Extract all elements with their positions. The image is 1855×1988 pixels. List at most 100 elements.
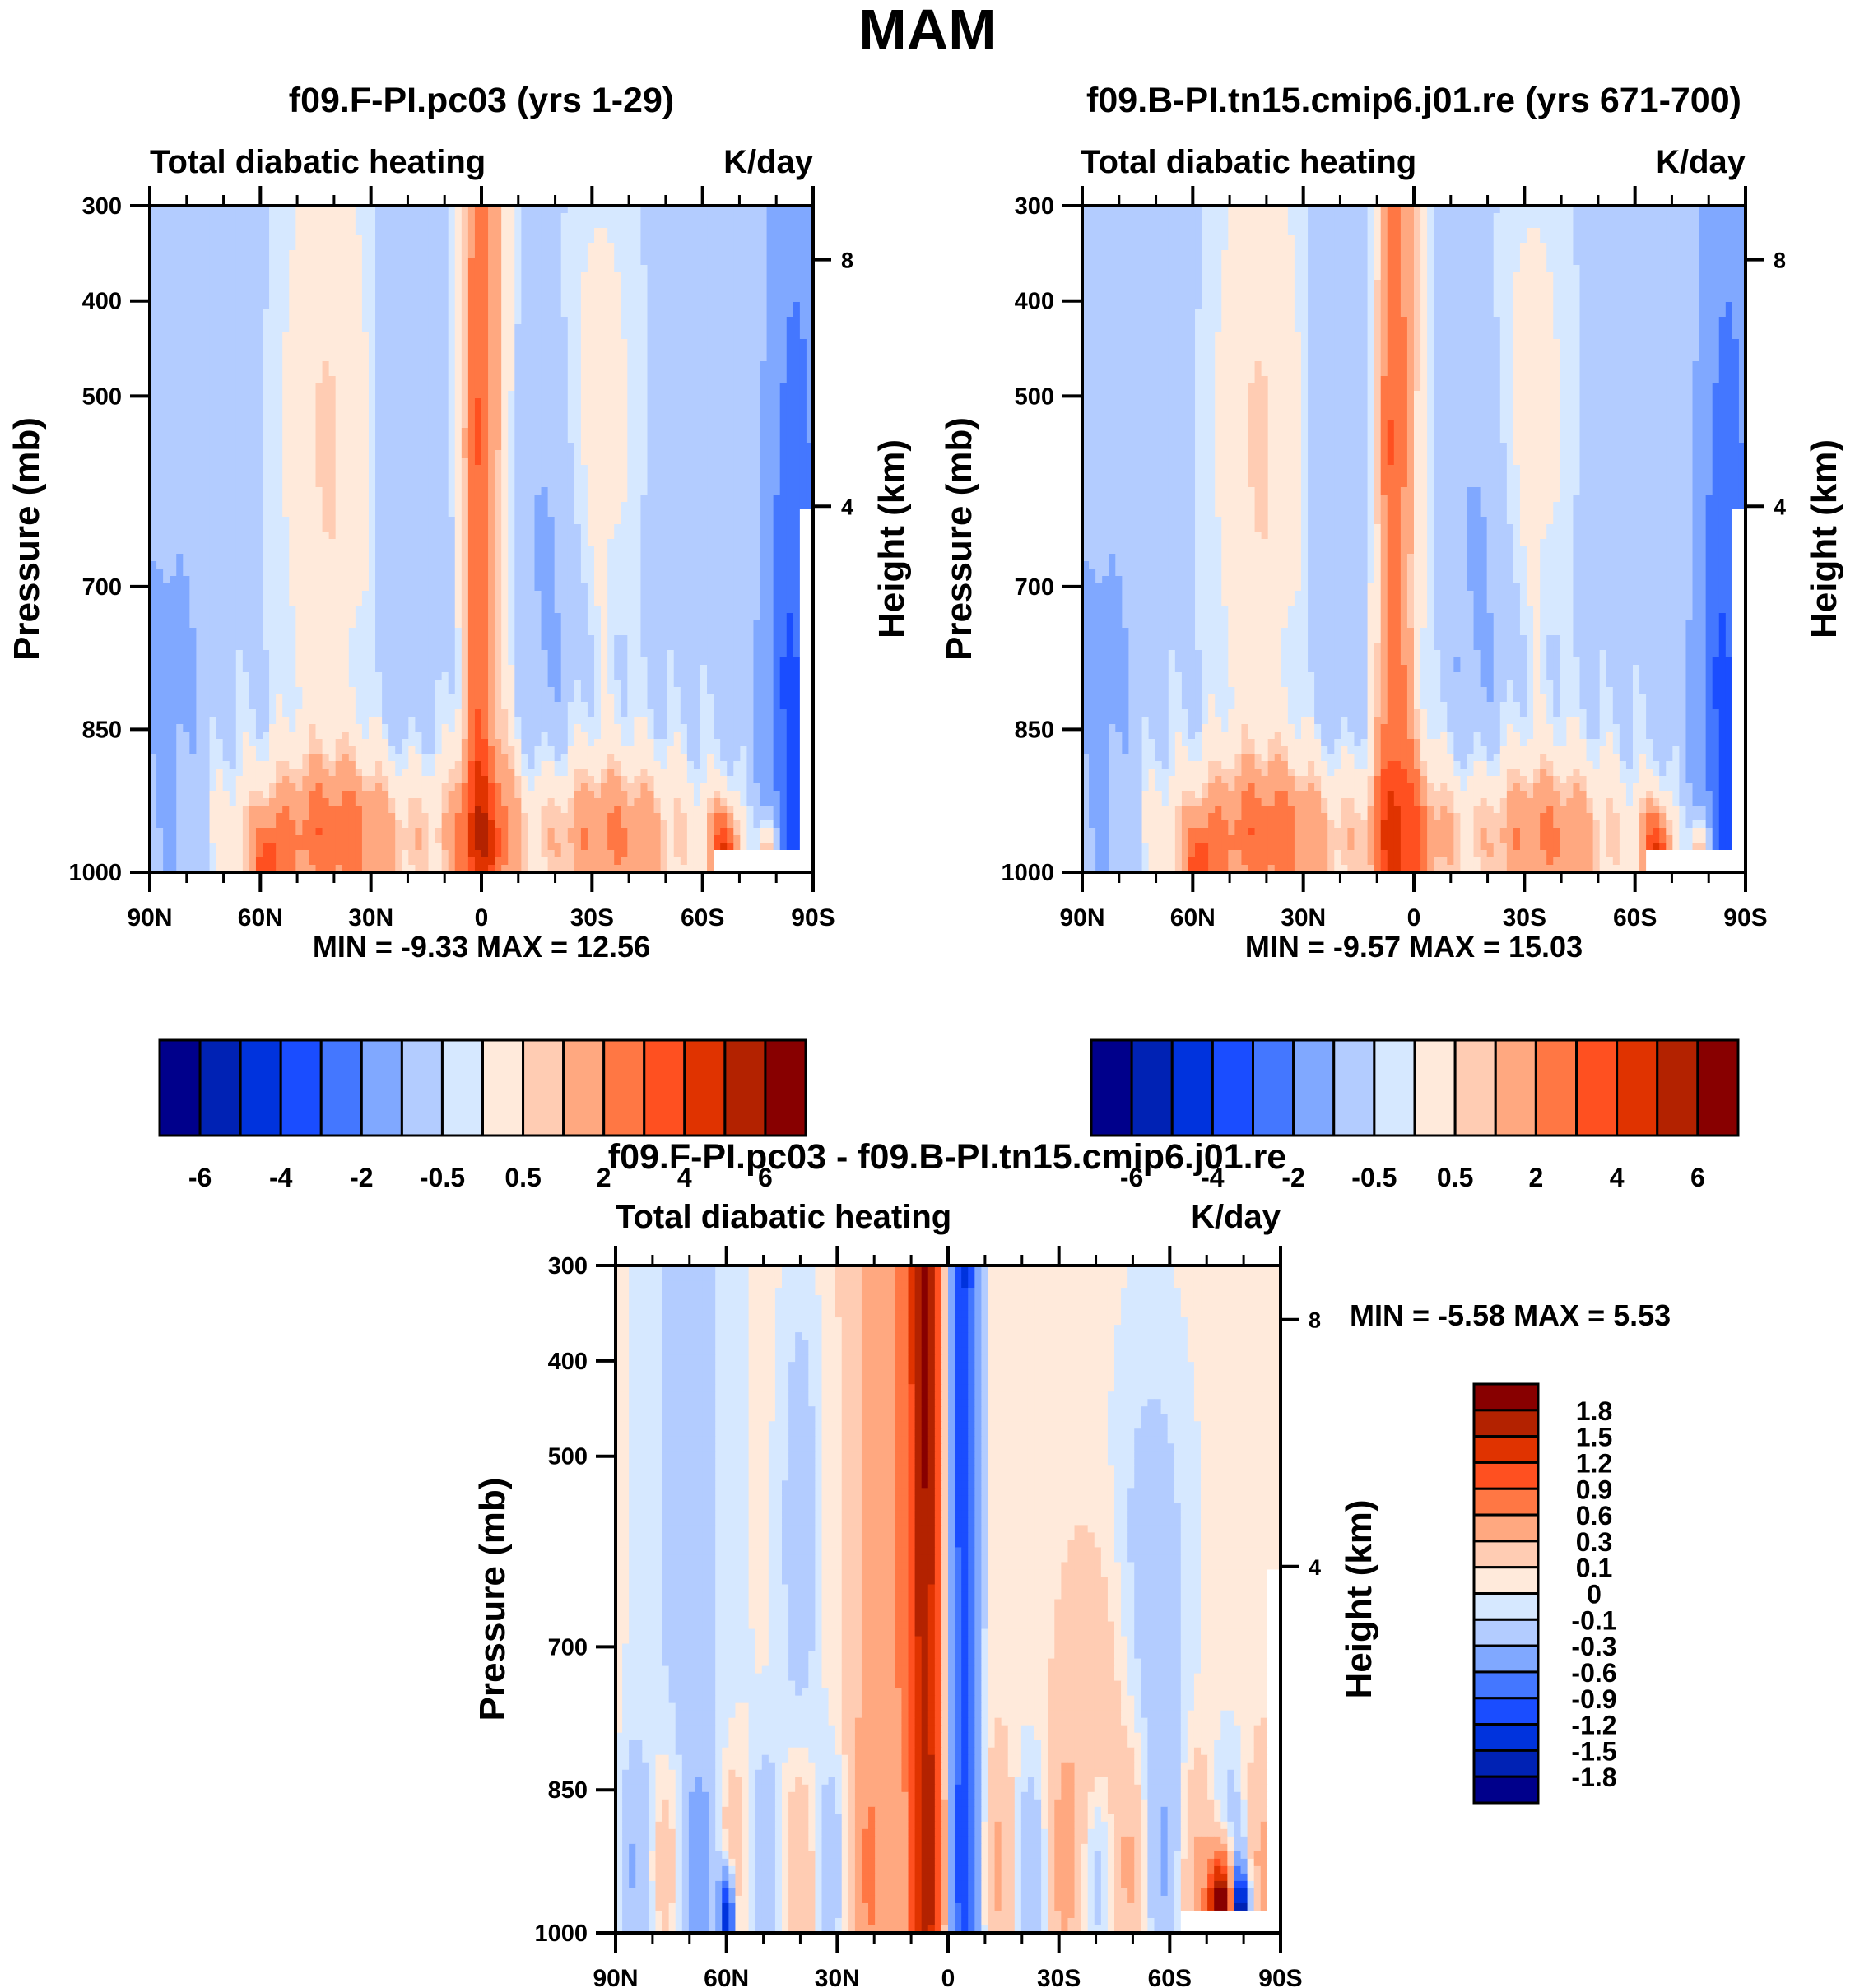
contour-cell	[269, 532, 277, 540]
contour-cell	[680, 272, 688, 281]
contour-cell	[727, 546, 734, 555]
contour-cell	[309, 413, 317, 421]
contour-cell	[740, 554, 747, 562]
contour-cell	[621, 346, 628, 355]
contour-cell	[574, 302, 582, 310]
contour-cell	[534, 539, 542, 547]
contour-cell	[368, 391, 376, 399]
contour-cell	[189, 332, 198, 340]
contour-cell	[302, 391, 310, 399]
contour-cell	[156, 206, 164, 214]
contour-cell	[415, 472, 423, 481]
contour-cell	[621, 317, 628, 325]
contour-cell	[693, 206, 701, 214]
contour-cell	[521, 295, 529, 303]
contour-cell	[528, 272, 536, 281]
contour-cell	[467, 369, 476, 377]
contour-cell	[474, 332, 482, 340]
contour-cell	[779, 250, 788, 258]
contour-cell	[235, 228, 244, 236]
contour-cell	[474, 213, 482, 221]
contour-cell	[547, 221, 556, 229]
contour-cell	[263, 391, 270, 399]
contour-cell	[342, 480, 350, 488]
contour-cell	[521, 569, 529, 577]
contour-cell	[361, 243, 370, 251]
contour-cell	[667, 228, 675, 236]
contour-cell	[806, 406, 814, 414]
contour-cell	[467, 443, 476, 451]
contour-cell	[209, 406, 217, 414]
contour-cell	[753, 369, 761, 377]
contour-cell	[700, 228, 708, 236]
contour-cell	[421, 435, 430, 444]
contour-cell	[614, 569, 621, 577]
contour-cell	[461, 458, 469, 466]
contour-cell	[348, 502, 356, 510]
contour-cell	[720, 435, 728, 444]
contour-cell	[309, 532, 317, 540]
contour-cell	[733, 265, 741, 273]
contour-cell	[766, 465, 774, 473]
contour-cell	[700, 487, 708, 495]
contour-cell	[514, 213, 522, 221]
contour-cell	[170, 487, 177, 495]
contour-cell	[594, 272, 602, 281]
contour-cell	[733, 480, 741, 488]
contour-cell	[415, 517, 423, 525]
contour-cell	[481, 280, 489, 288]
contour-cell	[348, 391, 356, 399]
contour-cell	[441, 391, 449, 399]
contour-cell	[295, 280, 303, 288]
contour-cell	[766, 228, 774, 236]
contour-cell	[653, 206, 662, 214]
contour-cell	[753, 243, 761, 251]
contour-cell	[686, 554, 695, 562]
contour-cell	[474, 250, 482, 258]
contour-cell	[753, 250, 761, 258]
contour-cell	[534, 443, 542, 451]
contour-cell	[448, 413, 456, 421]
contour-cell	[388, 213, 396, 221]
contour-cell	[222, 250, 230, 258]
contour-cell	[793, 369, 801, 377]
contour-cell	[454, 554, 463, 562]
contour-cell	[627, 413, 635, 421]
contour-cell	[156, 472, 164, 481]
contour-cell	[388, 465, 396, 473]
contour-cell	[528, 221, 536, 229]
contour-cell	[170, 391, 177, 399]
contour-cell	[289, 272, 296, 281]
contour-cell	[634, 258, 642, 266]
contour-cell	[508, 228, 515, 236]
contour-cell	[806, 324, 814, 332]
contour-cell	[534, 265, 542, 273]
contour-cell	[786, 532, 794, 540]
contour-cell	[653, 221, 662, 229]
contour-cell	[667, 309, 675, 318]
contour-cell	[746, 287, 755, 295]
contour-cell	[714, 287, 721, 295]
contour-cell	[806, 465, 814, 473]
contour-cell	[229, 450, 237, 458]
contour-cell	[653, 243, 662, 251]
contour-cell	[428, 235, 436, 244]
contour-cell	[156, 569, 164, 577]
contour-cell	[361, 228, 370, 236]
contour-cell	[528, 302, 536, 310]
contour-cell	[328, 443, 337, 451]
contour-cell	[707, 517, 714, 525]
contour-cell	[607, 228, 615, 236]
contour-cell	[481, 561, 489, 569]
contour-cell	[435, 546, 443, 555]
contour-cell	[328, 391, 337, 399]
contour-cell	[587, 369, 595, 377]
contour-cell	[614, 302, 621, 310]
contour-cell	[242, 383, 250, 392]
contour-cell	[495, 546, 502, 555]
contour-cell	[202, 228, 211, 236]
contour-cell	[216, 295, 224, 303]
contour-cell	[276, 495, 283, 503]
contour-cell	[660, 376, 668, 384]
contour-cell	[720, 265, 728, 273]
